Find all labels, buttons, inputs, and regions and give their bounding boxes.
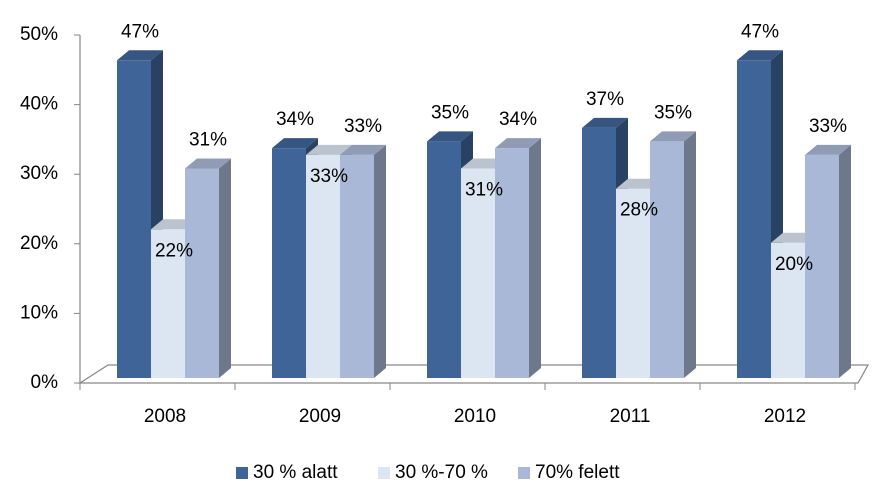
- y-tick-label: 30%: [20, 163, 58, 184]
- data-label: 28%: [620, 200, 658, 221]
- bar: [737, 60, 771, 378]
- bar: [582, 127, 616, 378]
- bar: [771, 242, 805, 378]
- bar: [117, 60, 151, 378]
- bar-top: [306, 144, 352, 155]
- bar-top: [650, 131, 696, 142]
- y-tick-label: 20%: [20, 233, 58, 254]
- legend-swatch: [518, 467, 530, 479]
- data-label: 47%: [121, 21, 159, 42]
- bar-top: [427, 131, 473, 142]
- x-tick-label: 2008: [144, 406, 186, 427]
- bar-side: [219, 158, 231, 378]
- legend-label: 30 % alatt: [253, 462, 338, 483]
- bar-top: [737, 50, 783, 61]
- data-label: 34%: [499, 109, 537, 130]
- data-label: 33%: [809, 116, 847, 137]
- legend-label: 70% felett: [535, 462, 620, 483]
- data-label: 31%: [465, 179, 503, 200]
- bar: [616, 188, 650, 378]
- bar-top: [272, 138, 318, 149]
- bar-top: [805, 144, 851, 155]
- bar: [427, 141, 461, 378]
- bar-top: [340, 144, 386, 155]
- legend-label: 30 %-70 %: [395, 462, 488, 483]
- y-tick-label: 10%: [20, 302, 58, 323]
- data-label: 20%: [775, 254, 813, 275]
- y-tick-label: 50%: [20, 24, 58, 45]
- bar: [185, 168, 219, 378]
- bar: [495, 148, 529, 378]
- bar-side: [839, 144, 851, 378]
- floor: [77, 364, 870, 384]
- data-label: 33%: [344, 116, 382, 137]
- data-label: 31%: [189, 129, 227, 150]
- y-tick-label: 40%: [20, 94, 58, 115]
- data-label: 37%: [586, 89, 624, 110]
- x-tick-label: 2009: [299, 406, 341, 427]
- bar-side: [529, 138, 541, 378]
- bar-top: [495, 138, 541, 149]
- x-tick-label: 2010: [454, 406, 496, 427]
- bar-side: [374, 144, 386, 378]
- bar: [650, 141, 684, 378]
- bar: [461, 168, 495, 378]
- data-label: 34%: [276, 109, 314, 130]
- data-label: 22%: [155, 240, 193, 261]
- bar-top: [185, 158, 231, 169]
- bar: [272, 148, 306, 378]
- data-label: 35%: [431, 102, 469, 123]
- x-tick-label: 2011: [610, 406, 651, 427]
- bar: [306, 154, 340, 378]
- bar-top: [117, 50, 163, 61]
- legend-swatch: [236, 467, 248, 479]
- bar-side: [684, 131, 696, 378]
- data-label: 35%: [654, 102, 692, 123]
- data-label: 33%: [310, 166, 348, 187]
- y-tick-label: 0%: [31, 372, 59, 393]
- data-label: 47%: [741, 21, 779, 42]
- x-tick-label: 2012: [764, 406, 806, 427]
- bar: [340, 154, 374, 378]
- bar: [151, 229, 185, 378]
- bar-top: [582, 117, 628, 128]
- bar: [805, 154, 839, 378]
- legend-swatch: [378, 467, 390, 479]
